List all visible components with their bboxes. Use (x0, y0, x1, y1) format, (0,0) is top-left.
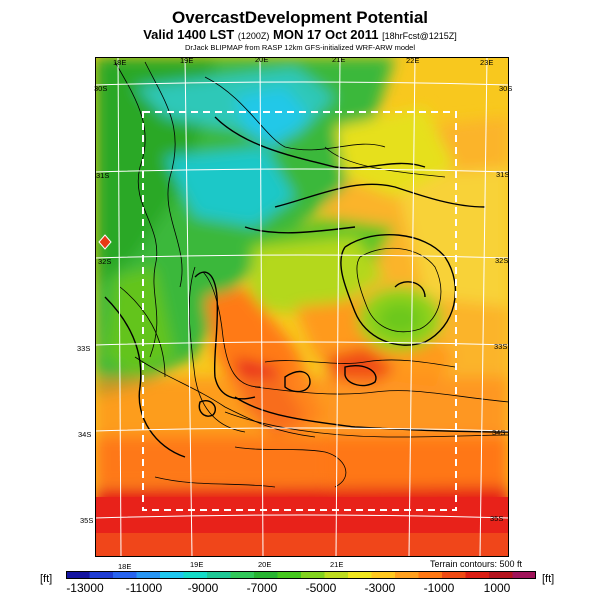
colorbar-swatch (160, 571, 184, 579)
lat-label-left: 30S (94, 84, 108, 93)
colorbar-swatch (442, 571, 466, 579)
colorbar-swatch (395, 571, 419, 579)
lat-label-right: 31S (496, 170, 510, 179)
colorbar-tick-label: -7000 (246, 581, 278, 595)
lon-label-top: 21E (332, 55, 346, 64)
lat-label-right: 32S (495, 256, 509, 265)
colorbar (66, 571, 536, 579)
lat-label-left: 33S (77, 344, 91, 353)
colorbar-tick-label: -1000 (423, 581, 455, 595)
forecast-map (95, 57, 509, 557)
lon-label-top: 20E (255, 55, 269, 64)
chart-title: OvercastDevelopment Potential (171, 8, 429, 27)
terrain-contours (104, 61, 509, 488)
colorbar-tick-label: -13000 (66, 581, 104, 595)
ocean-band-lower (95, 533, 509, 557)
utc-time: (1200Z) (237, 31, 270, 41)
colorbar-unit-right: [ft] (542, 573, 555, 585)
chart-subtitle: Valid 1400 LST (1200Z) MON 17 Oct 2011 [… (0, 27, 600, 42)
colorbar-swatch (230, 571, 255, 579)
valid-time: Valid 1400 LST (143, 27, 235, 42)
colorbar-tick-label: -11000 (125, 581, 163, 595)
lon-label-top: 18E (113, 58, 127, 67)
colorbar-swatch (183, 571, 208, 579)
colorbar-swatch (277, 571, 302, 579)
model-credit: DrJack BLIPMAP from RASP 12km GFS-initia… (184, 43, 416, 52)
lat-label-left: 35S (80, 516, 94, 525)
colorbar-swatch (465, 571, 490, 579)
colorbar-tick-label: -3000 (364, 581, 396, 595)
lon-label-bottom: 18E (118, 562, 132, 571)
lat-label-left: 31S (96, 171, 110, 180)
colorbar-swatch (512, 571, 536, 579)
forecast-run: [18hrFcst@1215Z] (382, 31, 457, 41)
colorbar-swatch (254, 571, 278, 579)
colorbar-swatch (89, 571, 114, 579)
colorbar-swatch (489, 571, 513, 579)
lat-label-right: 33S (494, 342, 508, 351)
colorbar-unit-left: [ft] (40, 573, 53, 585)
lat-label-left: 32S (98, 257, 112, 266)
colorbar-frame (66, 571, 536, 579)
lon-label-top: 19E (180, 56, 194, 65)
colorbar-swatch (113, 571, 137, 579)
colorbar-swatch (66, 571, 90, 579)
map-frame (95, 57, 509, 557)
colorbar-swatch (371, 571, 396, 579)
field-shading (95, 57, 509, 557)
colorbar-swatch (207, 571, 231, 579)
colorbar-tick-label: -9000 (187, 581, 219, 595)
lon-label-bottom: 19E (190, 560, 204, 569)
valid-date: MON 17 Oct 2011 (273, 27, 379, 42)
lon-label-bottom: 20E (258, 560, 272, 569)
lon-label-top: 23E (480, 58, 494, 67)
colorbar-tick-label: -5000 (305, 581, 337, 595)
colorbar-swatch (418, 571, 443, 579)
lat-label-right: 35S (490, 514, 504, 523)
hotspot-marker (98, 234, 112, 250)
lon-label-top: 22E (406, 56, 420, 65)
colorbar-swatch (348, 571, 372, 579)
terrain-contour-note: Terrain contours: 500 ft (429, 559, 522, 569)
graticule (95, 57, 509, 557)
lat-label-right: 34S (492, 428, 506, 437)
colorbar-swatch (324, 571, 349, 579)
lat-label-left: 34S (78, 430, 92, 439)
lon-label-bottom: 21E (330, 560, 344, 569)
colorbar-swatch (301, 571, 325, 579)
colorbar-swatch (136, 571, 161, 579)
lat-label-right: 30S (499, 84, 513, 93)
domain-box (142, 111, 457, 511)
colorbar-tick-label: 1000 (483, 581, 511, 595)
